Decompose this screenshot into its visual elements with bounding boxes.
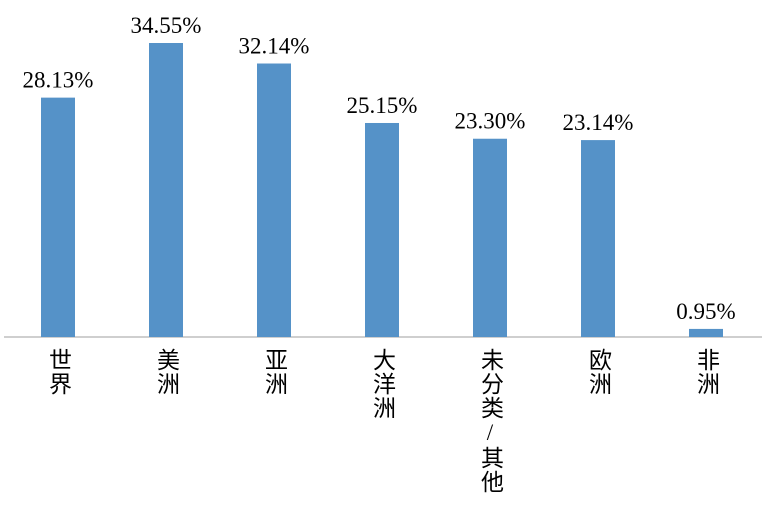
value-label: 0.95% [676,299,735,324]
bar [257,63,291,338]
x-tick-label: 未分类/其他 [478,348,505,494]
bar [473,138,507,337]
x-tick-label: 非洲 [694,348,721,396]
x-tick-label: 世界 [46,348,72,396]
bar [689,328,723,337]
bar [581,140,615,337]
value-label: 28.13% [23,68,94,93]
x-tick-label: 美洲 [154,348,181,396]
value-label: 23.14% [563,110,634,135]
value-label: 23.30% [455,109,526,134]
bar [365,122,399,337]
x-tick-label: 欧洲 [586,348,613,396]
value-label: 34.55% [131,13,202,38]
bar [149,43,183,337]
value-label: 32.14% [239,34,310,59]
x-tick-label: 大洋洲 [370,348,397,420]
bar [41,97,75,337]
x-tick-label: 亚洲 [262,348,289,396]
value-label: 25.15% [347,93,418,118]
